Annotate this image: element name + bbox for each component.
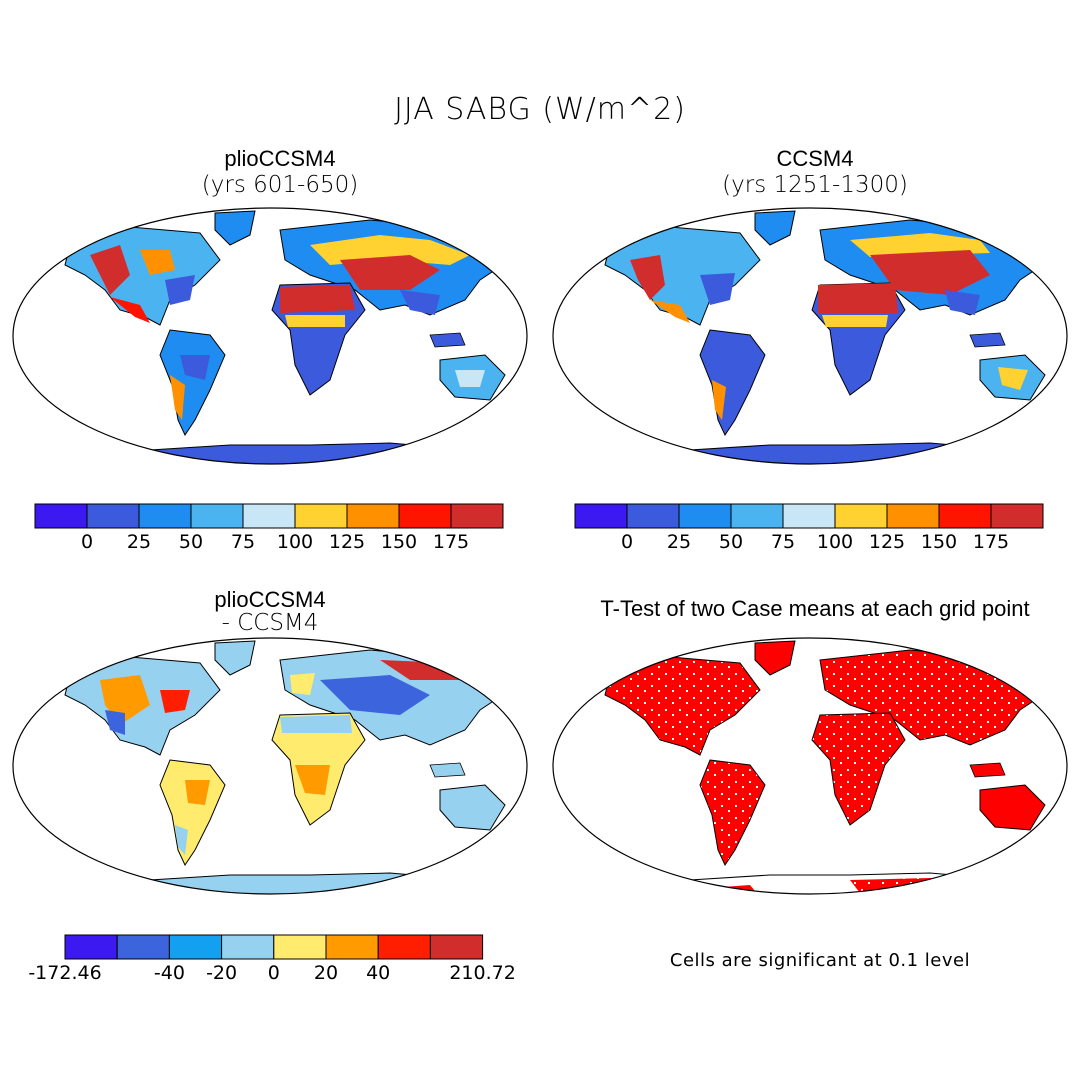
colorbar-box: [294, 503, 348, 529]
colorbar-tick-label: 0: [81, 531, 93, 553]
map-ttest: [552, 637, 1068, 895]
colorbar-box: [782, 503, 836, 529]
colorbar-tick-label: 75: [231, 531, 255, 553]
continent-south-america: [699, 759, 766, 867]
colorbar-tick-label: 175: [433, 531, 469, 553]
continent-antarctica: [99, 872, 492, 894]
colorbar-tick-label: 175: [973, 531, 1009, 553]
continent-south-america: [159, 329, 226, 437]
colorbar-box: [86, 503, 140, 529]
continent-antarctica: [639, 872, 1032, 894]
colorbar-tick-label: 150: [921, 531, 957, 553]
panel-pliocene-subtitle: (yrs 601-650): [201, 172, 359, 198]
colorbar-box: [221, 934, 275, 960]
colorbar-box: [190, 503, 244, 529]
colorbar-box: [990, 503, 1044, 529]
colorbar-box: [834, 503, 888, 529]
colorbar-box: [450, 503, 504, 529]
colorbar-box: [325, 934, 379, 960]
continent-greenland: [754, 640, 796, 676]
colorbar-box: [168, 934, 223, 960]
map-pliocene: [12, 207, 528, 465]
colorbar-box: [429, 934, 484, 960]
colorbar-box: [886, 503, 940, 529]
colorbar-control: 0 25 50 75 100 125 150 175: [574, 503, 1044, 553]
colorbar-box: [273, 934, 327, 960]
colorbar-box: [678, 503, 732, 529]
panel-difference-subtitle: - CCSM4: [221, 610, 319, 636]
colorbar-tick-label: 50: [719, 531, 743, 553]
colorbar-box: [34, 503, 88, 529]
continent-greenland: [754, 210, 796, 246]
colorbar-box: [938, 503, 992, 529]
colorbar-difference: -172.46 -40 -20 0 20 40 210.72: [28, 934, 516, 984]
continent-greenland: [214, 210, 256, 246]
colorbar-tick-label: 150: [381, 531, 417, 553]
colorbar-box: [398, 503, 452, 529]
colorbar-tick-label: 0: [268, 962, 280, 984]
colorbar-tick-label: 100: [277, 531, 313, 553]
colorbar-tick-label: -40: [154, 962, 185, 984]
colorbar-box: [730, 503, 784, 529]
colorbar-box: [574, 503, 628, 529]
colorbar-box: [64, 934, 118, 960]
colorbar-tick-label: 125: [329, 531, 365, 553]
colorbar-box: [626, 503, 680, 529]
map-control: [552, 207, 1068, 465]
colorbar-box: [116, 934, 170, 960]
continent-south-america: [699, 329, 766, 437]
map-difference: [12, 637, 528, 895]
panel-pliocene-title: plioCCSM4: [224, 146, 336, 171]
colorbar-tick-label: 40: [366, 962, 390, 984]
colorbar-tick-label: 50: [179, 531, 203, 553]
colorbar-box: [346, 503, 400, 529]
colorbar-box: [377, 934, 431, 960]
significance-footnote: Cells are significant at 0.1 level: [669, 950, 971, 971]
colorbar-tick-label: 0: [621, 531, 633, 553]
colorbar-tick-label: 25: [127, 531, 151, 553]
continent-australia: [979, 784, 1046, 831]
panel-control-subtitle: (yrs 1251-1300): [722, 172, 908, 198]
colorbar-tick-label: -20: [206, 962, 237, 984]
continent-north-america: [604, 656, 761, 756]
colorbar-tick-label: 75: [771, 531, 795, 553]
colorbar-box: [242, 503, 296, 529]
colorbar-tick-label: 210.72: [449, 962, 515, 984]
continent-north-america: [604, 226, 761, 326]
colorbar-tick-label: 25: [667, 531, 691, 553]
figure-title: JJA SABG (W/m^2): [394, 92, 686, 127]
panel-ttest-title: T-Test of two Case means at each grid po…: [600, 596, 1030, 621]
colorbar-tick-label: -172.46: [28, 962, 101, 984]
colorbar-tick-label: 20: [314, 962, 338, 984]
colorbar-tick-label: 100: [817, 531, 853, 553]
colorbar-tick-label: 125: [869, 531, 905, 553]
colorbar-box: [138, 503, 192, 529]
continent-antarctica: [99, 442, 492, 464]
continent-antarctica: [639, 442, 1032, 464]
continent-australia: [439, 784, 506, 831]
continent-africa: [811, 712, 906, 826]
continent-south-america: [159, 759, 226, 867]
continent-greenland: [214, 640, 256, 676]
panel-difference-title: plioCCSM4: [214, 587, 326, 612]
colorbar-pliocene: 0 25 50 75 100 125 150 175: [34, 503, 504, 553]
panel-control-title: CCSM4: [776, 146, 854, 171]
